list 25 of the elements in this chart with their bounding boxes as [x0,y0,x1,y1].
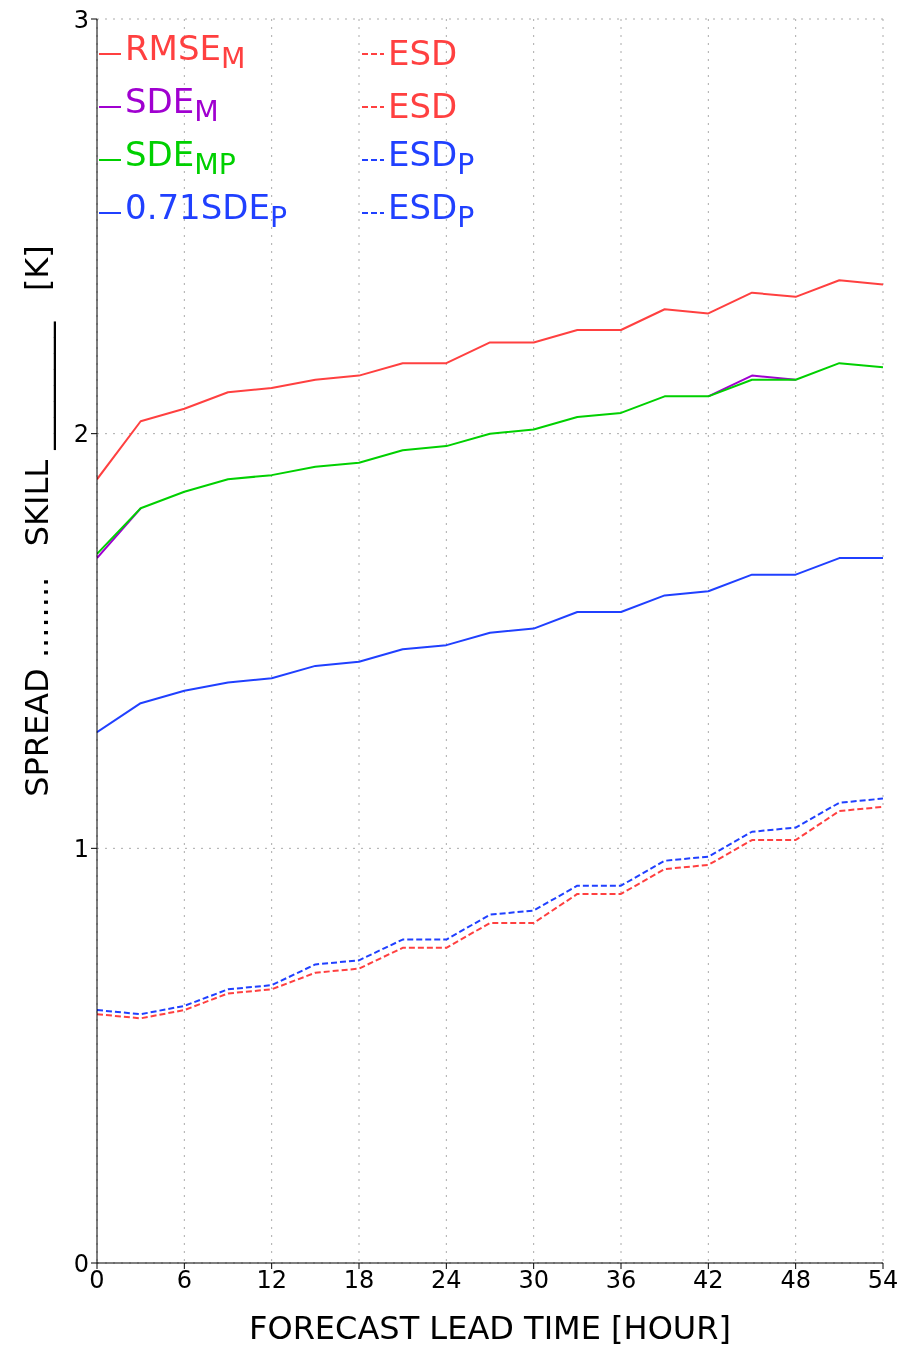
x-tick-label: 36 [605,1266,637,1295]
x-tick-label: 18 [343,1266,375,1295]
text: ESD [388,33,458,73]
y-axis-title: SPREAD ........ SKILL ________ [K] [18,245,56,797]
y-tick-label: 1 [73,834,89,863]
legend-label: RMSE$_{M}$ [125,28,246,75]
line-series [97,279,883,481]
y-tick-label: 2 [73,420,89,449]
x-tick-label: 42 [693,1266,724,1295]
x-tick-label: 30 [518,1266,549,1295]
x-axis-title: FORECAST LEAD TIME [HOUR] [249,1309,731,1347]
legend-label: SDE$_{M}$ [125,81,219,128]
x-tick-label: 6 [176,1266,192,1295]
x-tick-label: 12 [256,1266,287,1295]
legend-label: ESD [388,85,458,128]
line-series [97,557,883,734]
legend-label: ESD$_{P}$ [388,186,475,236]
y-tick-label: 3 [73,5,89,34]
legend-label: SDE$_{MP}$ [125,134,236,181]
text: ESD$_{P}$ [388,134,475,181]
line-series [97,362,883,555]
x-tick-label: 54 [867,1266,899,1295]
x-tick-label: 24 [431,1266,462,1295]
legend-label: 0.71SDE$_{P}$ [125,186,288,236]
x-tick-label: 48 [780,1266,811,1295]
